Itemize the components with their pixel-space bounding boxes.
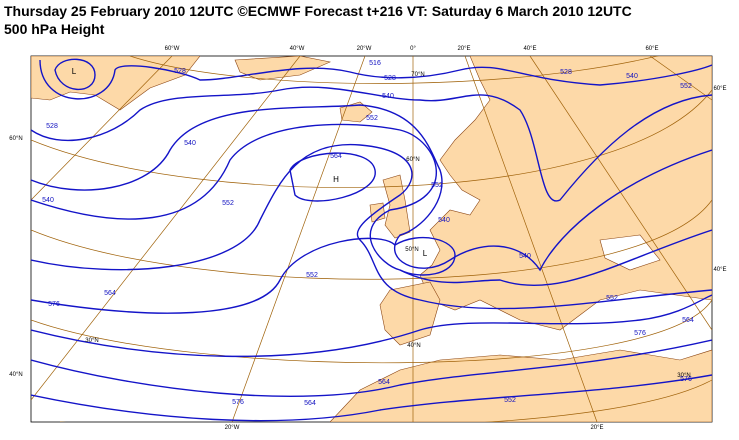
graticule-label: 60°E [713,86,726,92]
graticule-label: 70°N [411,72,424,78]
pressure-center: H [333,175,339,184]
contour-label: 564 [330,153,342,160]
graticule-label: 60°W [165,46,180,52]
greenland [31,56,201,111]
contour-label: 564 [682,317,694,324]
contour-label: 564 [104,290,116,297]
contour-label: 564 [304,400,316,407]
contour-label: 576 [232,399,244,406]
graticule-label: 30°N [677,373,690,379]
contour-label: 552 [504,397,516,404]
contour-label: 540 [519,253,531,260]
graticule-label: 40°N [9,372,22,378]
contour-label: 552 [306,272,318,279]
contour-label: 516 [369,60,381,67]
contour-label: 576 [48,301,60,308]
graticule-label: 60°N [9,136,22,142]
caspian-black-sea [599,234,661,271]
contour-label: 552 [222,200,234,207]
contour-label: 540 [184,140,196,147]
contour-label: 528 [46,123,58,130]
contour-label: 564 [378,379,390,386]
pressure-center: L [423,249,428,258]
contour-label: 540 [626,73,638,80]
graticule-label: 60°E [645,46,658,52]
contour-label: 552 [366,115,378,122]
contour-label: 540 [438,217,450,224]
pressure-center: L [72,67,77,76]
subtitle: 500 hPa Height [4,21,105,37]
graticule-label: 20°W [357,46,372,52]
graticule [31,56,712,422]
contour-label: 576 [680,376,692,383]
contours [31,58,712,422]
graticule-label: 60°N [406,157,419,163]
graticule-label: 40°N [407,343,420,349]
contour-label: 528 [384,75,396,82]
graticule-label: 40°E [523,46,536,52]
graticule-label: 20°E [457,46,470,52]
contour-label: 576 [634,330,646,337]
graticule-label: 40°W [290,46,305,52]
contour-label: 528 [174,68,186,75]
graticule-label: 30°N [85,338,98,344]
graticule-label: 20°W [225,425,240,431]
contour-label: 552 [680,83,692,90]
contour-label: 540 [42,197,54,204]
iceland [339,101,373,123]
contour-label: 552 [606,295,618,302]
graticule-label: 0° [410,46,416,52]
graticule-label: 20°E [590,425,603,431]
title: Thursday 25 February 2010 12UTC ©ECMWF F… [4,3,632,19]
graticule-label: 40°E [713,267,726,273]
contour-label: 528 [560,69,572,76]
contour-label: 552 [431,182,443,189]
graticule-label: 50°N [405,247,418,253]
contour-label: 540 [382,93,394,100]
